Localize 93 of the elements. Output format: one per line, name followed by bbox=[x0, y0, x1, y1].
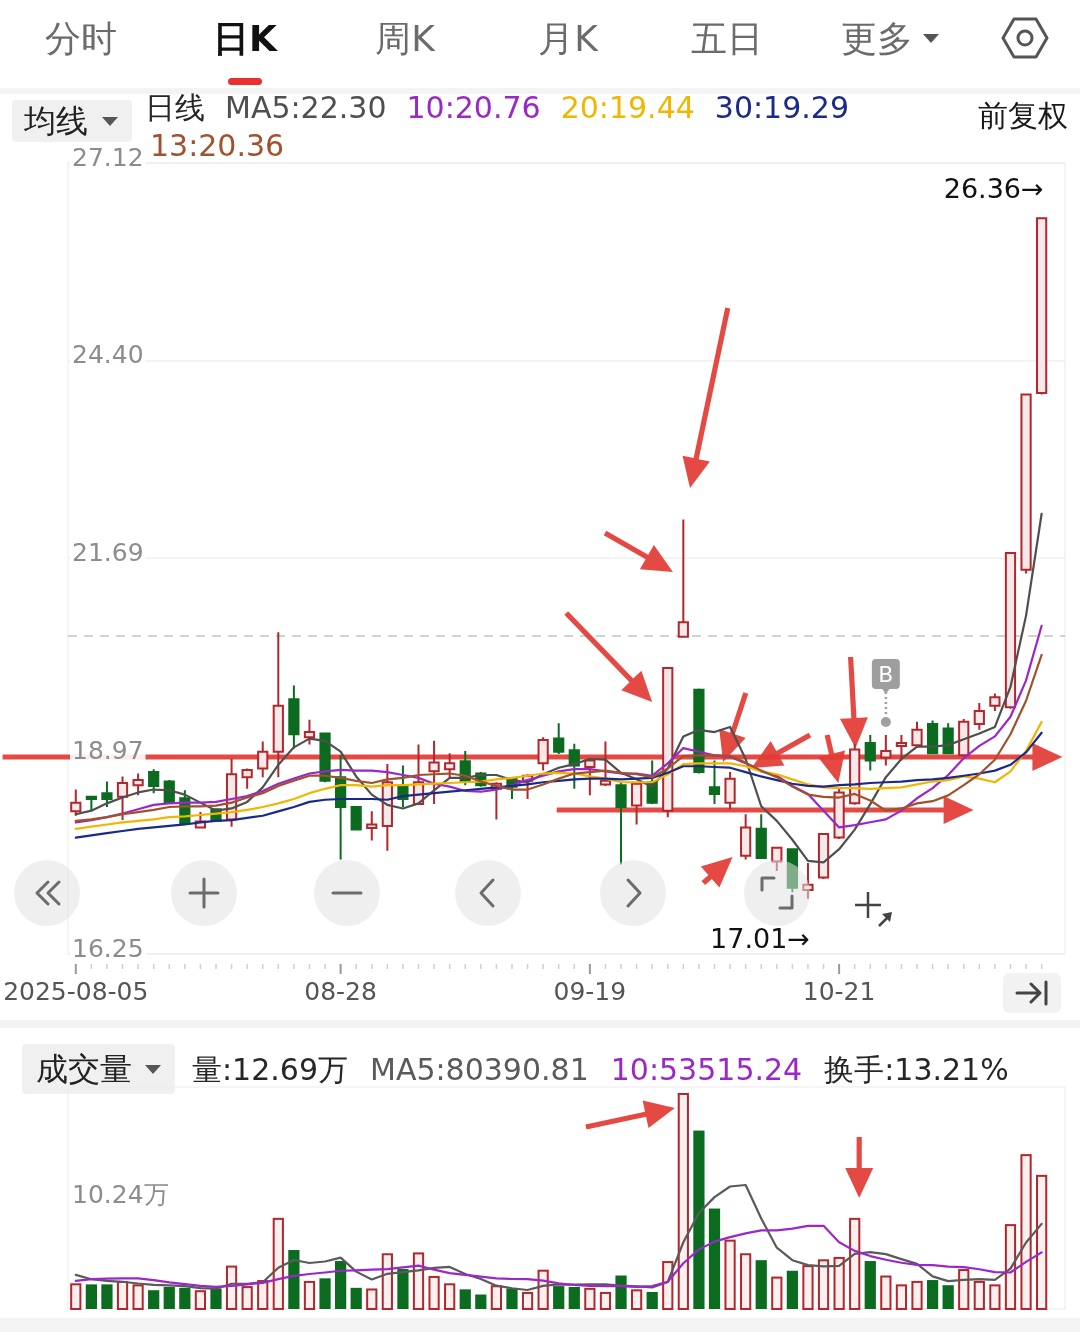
legend-title: 日线 bbox=[145, 90, 205, 125]
text: 日K bbox=[213, 18, 279, 59]
bar bbox=[350, 1287, 362, 1309]
bar bbox=[599, 1291, 612, 1310]
chart-title: 成交量 bbox=[36, 1050, 132, 1088]
bar bbox=[397, 1269, 409, 1309]
bar bbox=[584, 1287, 596, 1310]
bar bbox=[366, 1288, 378, 1310]
y-tick-label: 18.97 bbox=[72, 735, 144, 765]
bar bbox=[319, 1278, 331, 1309]
bar bbox=[70, 1283, 82, 1310]
bar bbox=[817, 1259, 830, 1310]
bar bbox=[288, 1250, 300, 1309]
text: 前复权 bbox=[978, 98, 1068, 133]
bar bbox=[942, 1285, 954, 1309]
bar bbox=[148, 1290, 160, 1309]
text: 20:19.44 bbox=[560, 90, 695, 125]
bar bbox=[428, 1275, 440, 1310]
bar bbox=[381, 1253, 393, 1310]
bar bbox=[911, 1280, 923, 1310]
bar bbox=[210, 1288, 222, 1309]
bar bbox=[132, 1284, 144, 1310]
bar bbox=[444, 1283, 456, 1310]
text: 13:20.36 bbox=[150, 128, 285, 163]
text: 10:20.76 bbox=[406, 90, 541, 125]
bar bbox=[833, 1256, 845, 1310]
text: 分时 bbox=[45, 18, 117, 59]
bar bbox=[958, 1269, 970, 1310]
annotation: B bbox=[878, 661, 894, 687]
bar bbox=[225, 1265, 238, 1310]
bar bbox=[786, 1270, 798, 1309]
text: MA5:22.30 bbox=[225, 90, 387, 125]
bar bbox=[646, 1291, 658, 1309]
text: 换手:13.21% bbox=[824, 1052, 1009, 1087]
y-tick-label: 21.69 bbox=[72, 537, 144, 567]
bar bbox=[101, 1284, 113, 1309]
bar bbox=[568, 1286, 580, 1309]
text: 周K bbox=[375, 18, 437, 59]
legend-title: 量:12.69万 bbox=[192, 1052, 348, 1087]
bar bbox=[864, 1261, 876, 1309]
bar bbox=[802, 1265, 814, 1310]
bar bbox=[693, 1130, 705, 1309]
text: MA5:80390.81 bbox=[370, 1052, 589, 1087]
bar bbox=[1036, 1174, 1048, 1310]
text: 五日 bbox=[691, 18, 763, 59]
bar bbox=[989, 1284, 1001, 1310]
bar bbox=[630, 1289, 643, 1310]
bar bbox=[615, 1275, 627, 1309]
y-tick-label: 16.25 bbox=[72, 933, 144, 963]
bar bbox=[740, 1253, 752, 1310]
y-tick-label: 24.40 bbox=[72, 340, 144, 370]
bar bbox=[475, 1294, 487, 1309]
bar bbox=[1020, 1154, 1032, 1310]
bar bbox=[677, 1093, 689, 1310]
bar bbox=[272, 1217, 284, 1310]
y-tick-label: 27.12 bbox=[72, 142, 144, 172]
bar bbox=[116, 1280, 129, 1310]
bar bbox=[194, 1290, 207, 1310]
annotation: 17.01→ bbox=[710, 923, 810, 954]
text: 更多 bbox=[841, 18, 913, 59]
bar bbox=[708, 1208, 721, 1309]
text: 10:53515.24 bbox=[610, 1052, 803, 1087]
bar bbox=[490, 1285, 503, 1310]
x-tick-label: 08-28 bbox=[304, 977, 377, 1006]
annotation: 26.36→ bbox=[943, 173, 1044, 205]
bar bbox=[553, 1286, 565, 1309]
bar bbox=[880, 1275, 892, 1310]
bar bbox=[755, 1260, 767, 1309]
bar bbox=[335, 1261, 347, 1309]
x-tick-label: 10-21 bbox=[802, 977, 876, 1006]
bar bbox=[1004, 1224, 1017, 1310]
text: 30:19.29 bbox=[714, 90, 849, 125]
bar bbox=[521, 1291, 534, 1310]
bar bbox=[895, 1284, 908, 1310]
bar bbox=[926, 1280, 939, 1309]
annotation: 10.24万 bbox=[72, 1179, 169, 1209]
bar bbox=[303, 1280, 316, 1310]
bar bbox=[506, 1288, 518, 1309]
bar bbox=[849, 1217, 861, 1310]
bar bbox=[412, 1252, 425, 1310]
bar bbox=[257, 1280, 269, 1310]
bar bbox=[85, 1284, 97, 1309]
bar bbox=[459, 1289, 471, 1309]
x-tick-label: 2025-08-05 bbox=[3, 977, 149, 1006]
bar bbox=[241, 1286, 253, 1310]
bar bbox=[179, 1287, 191, 1309]
x-tick-label: 09-19 bbox=[553, 977, 627, 1006]
chart-title: 均线 bbox=[23, 102, 88, 140]
bar bbox=[973, 1280, 985, 1310]
text: 月K bbox=[538, 18, 600, 59]
bar bbox=[163, 1286, 175, 1309]
bar bbox=[771, 1276, 783, 1310]
bar bbox=[724, 1239, 736, 1310]
